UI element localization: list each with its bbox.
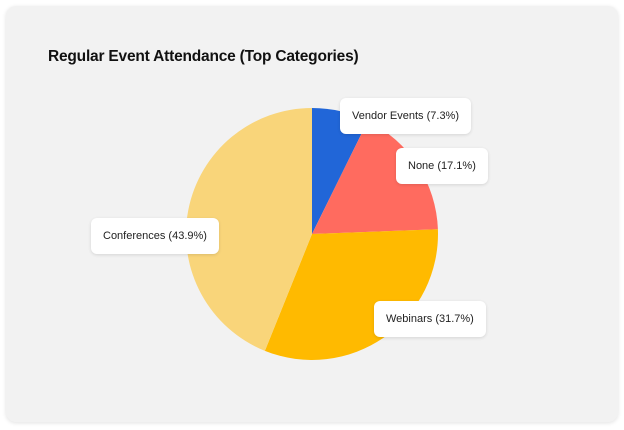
label-none: None (17.1%) <box>396 148 488 184</box>
pie-slice-conferences <box>185 108 312 351</box>
chart-title: Regular Event Attendance (Top Categories… <box>48 48 359 65</box>
label-vendor-events: Vendor Events (7.3%) <box>340 98 472 134</box>
pie-slice-none <box>312 121 438 234</box>
label-webinars: Webinars (31.7%) <box>374 301 486 337</box>
pie-slice-vendor-events <box>312 108 368 234</box>
label-conferences: Conferences (43.9%) <box>91 218 219 254</box>
